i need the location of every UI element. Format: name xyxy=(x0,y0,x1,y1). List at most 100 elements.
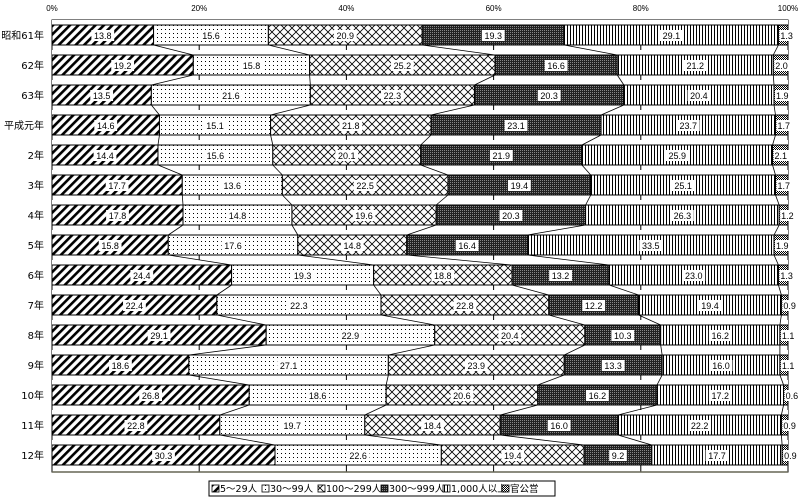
data-label: 27.1 xyxy=(280,361,298,371)
data-label-bg xyxy=(221,240,245,251)
data-label: 16.2 xyxy=(712,331,730,341)
series-connector-line xyxy=(157,164,183,176)
category-label: 10年 xyxy=(21,389,44,402)
series-connector-line xyxy=(773,104,776,116)
series-connector-line xyxy=(406,254,513,266)
data-label-bg xyxy=(90,90,114,101)
data-label-bg xyxy=(352,210,376,221)
legend-entry: 5～29人 xyxy=(220,484,258,495)
data-label: 10.3 xyxy=(614,331,632,341)
data-label-bg xyxy=(498,330,522,341)
bar-gap xyxy=(52,110,788,115)
series-connector-line xyxy=(420,164,449,176)
data-label-bg xyxy=(659,30,683,41)
legend-entry: 1,000人以上 xyxy=(451,484,507,495)
data-label: 20.3 xyxy=(540,91,558,101)
data-label-bg xyxy=(219,90,243,101)
series-connector-line xyxy=(773,224,780,236)
data-label: 17.6 xyxy=(224,241,242,251)
series-connector-line xyxy=(548,314,585,326)
data-label: 20.1 xyxy=(338,151,356,161)
data-label: 15.8 xyxy=(101,241,119,251)
series-connector-line xyxy=(216,314,267,326)
category-label: 11年 xyxy=(21,419,44,432)
bar-gap xyxy=(52,50,788,55)
data-label: 20.6 xyxy=(453,391,471,401)
data-label-bg xyxy=(549,270,572,281)
data-label-bg xyxy=(784,390,803,401)
legend-entry: 30～99人 xyxy=(270,484,314,495)
series-connector-line xyxy=(219,404,250,416)
x-tick-label: 80% xyxy=(633,4,649,13)
data-label-bg xyxy=(782,300,800,311)
data-label-bg xyxy=(683,60,707,71)
data-label-bg xyxy=(507,180,531,191)
data-label-bg xyxy=(98,240,122,251)
series-connector-line xyxy=(609,284,639,296)
series-connector-line xyxy=(778,284,782,296)
data-label: 17.8 xyxy=(109,211,127,221)
series-connector-line xyxy=(297,254,374,266)
data-label: 25.1 xyxy=(674,181,692,191)
x-tick-label: 100% xyxy=(778,4,798,13)
series-connector-line xyxy=(188,374,250,386)
series-connector-line xyxy=(660,344,663,356)
data-label: 13.8 xyxy=(94,31,112,41)
data-label-bg xyxy=(547,420,571,431)
data-label: 22.3 xyxy=(290,301,308,311)
series-connector-line xyxy=(216,284,232,296)
data-label-bg xyxy=(779,30,798,41)
data-label: 24.4 xyxy=(133,271,151,281)
data-label-bg xyxy=(203,120,227,131)
data-label: 1.1 xyxy=(782,361,795,371)
data-label: 23.0 xyxy=(685,271,703,281)
legend-swatch xyxy=(317,484,326,493)
data-label-bg xyxy=(353,180,377,191)
data-label: 19.7 xyxy=(284,421,302,431)
series-connector-line xyxy=(188,344,267,356)
series-connector-line xyxy=(772,74,775,86)
data-label: 1.2 xyxy=(781,211,794,221)
legend-swatch xyxy=(211,484,220,493)
series-connector-line xyxy=(168,254,232,266)
category-label: 2年 xyxy=(28,149,44,162)
series-connector-line xyxy=(780,434,783,446)
data-label: 0.9 xyxy=(784,451,797,461)
data-label: 16.4 xyxy=(458,241,476,251)
data-label-bg xyxy=(709,360,733,371)
data-label: 15.8 xyxy=(243,61,261,71)
data-label: 18.6 xyxy=(112,361,130,371)
data-label-bg xyxy=(130,270,154,281)
series-connector-line xyxy=(385,374,389,386)
data-label: 14.8 xyxy=(229,211,247,221)
series-connector-line xyxy=(511,284,549,296)
data-label: 19.3 xyxy=(484,31,502,41)
data-label-bg xyxy=(670,210,694,221)
data-label: 19.4 xyxy=(701,301,719,311)
data-label: 21.9 xyxy=(493,151,511,161)
series-connector-line xyxy=(564,44,618,56)
x-tick-label: 20% xyxy=(191,4,207,13)
data-label: 1.3 xyxy=(780,31,793,41)
data-label: 13.3 xyxy=(604,361,622,371)
data-label-bg xyxy=(111,60,135,71)
data-label: 23.1 xyxy=(507,121,525,131)
data-label: 17.7 xyxy=(708,451,726,461)
data-label-bg xyxy=(390,60,414,71)
series-connector-line xyxy=(422,44,496,56)
data-label-bg xyxy=(339,330,362,341)
data-label: 18.8 xyxy=(434,271,452,281)
category-label: 9年 xyxy=(28,359,44,372)
data-label-bg xyxy=(780,210,798,221)
data-label: 21.6 xyxy=(222,91,240,101)
series-connector-line xyxy=(617,404,658,416)
data-label: 1.9 xyxy=(776,241,789,251)
series-connector-line xyxy=(291,224,299,236)
series-connector-line xyxy=(600,104,625,116)
data-label: 17.7 xyxy=(108,181,126,191)
data-label: 20.4 xyxy=(690,91,708,101)
data-label-bg xyxy=(226,210,249,221)
data-label-bg xyxy=(775,90,793,101)
data-label: 22.9 xyxy=(342,331,360,341)
